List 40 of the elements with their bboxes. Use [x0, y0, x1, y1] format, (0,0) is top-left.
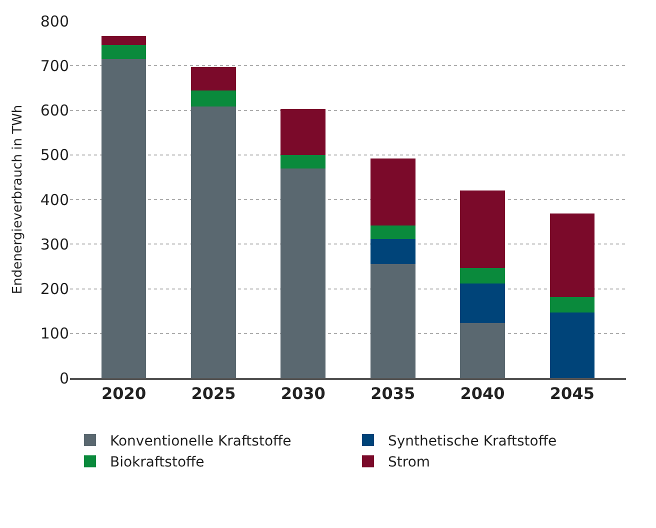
bar — [280, 154, 326, 169]
bar — [280, 108, 326, 155]
bar — [550, 297, 595, 312]
bar — [460, 323, 505, 378]
x-tick-label: 2030 — [280, 384, 326, 403]
y-tick-label: 500 — [40, 146, 69, 164]
legend-label: Synthetische Kraftstoffe — [388, 433, 557, 450]
bar — [370, 264, 416, 378]
y-tick-label: 300 — [40, 235, 69, 254]
x-tick-label: 2035 — [370, 384, 416, 403]
y-tick-label: 400 — [40, 190, 69, 209]
legend-label: Konventionelle Kraftstoffe — [110, 433, 292, 450]
bar — [370, 239, 416, 264]
bar — [280, 168, 326, 378]
bar — [550, 312, 595, 378]
y-tick-label: 200 — [40, 280, 69, 298]
bar — [370, 158, 416, 226]
y-tick-label: 0 — [59, 369, 69, 388]
bar — [460, 283, 505, 324]
y-tick-label: 800 — [40, 12, 69, 30]
y-tick-label: 700 — [40, 56, 69, 75]
bar — [460, 268, 505, 284]
x-tick-label: 2040 — [460, 384, 505, 403]
bar — [101, 58, 146, 378]
legend-label: Strom — [388, 454, 430, 471]
bar — [191, 90, 236, 107]
bar — [101, 36, 146, 46]
bar — [550, 213, 595, 298]
bar — [460, 190, 505, 268]
legend-label: Biokraftstoffe — [110, 454, 204, 471]
x-tick-label: 2025 — [191, 384, 236, 403]
y-tick-label: 100 — [40, 324, 69, 343]
bar — [191, 66, 236, 91]
x-tick-label: 2020 — [102, 384, 146, 403]
bar — [370, 225, 416, 240]
y-tick-label: 600 — [40, 102, 69, 120]
y-axis-title: Endenergieverbrauch in TWh — [10, 104, 26, 294]
x-tick-label: 2045 — [550, 384, 594, 403]
bar — [101, 45, 146, 59]
bar — [191, 106, 236, 378]
